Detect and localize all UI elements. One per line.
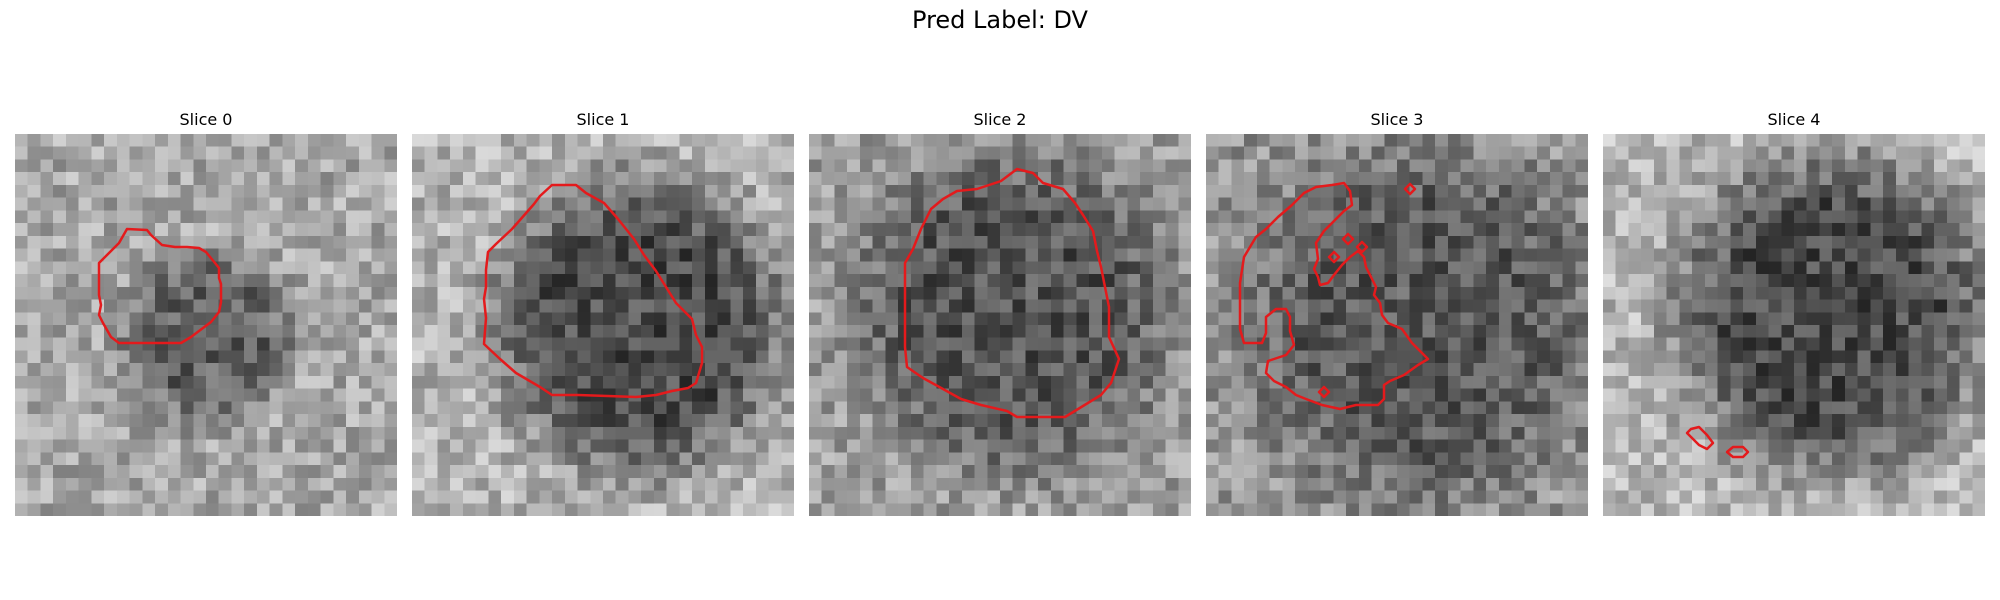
figure-title: Pred Label: DV	[912, 6, 1088, 34]
segmentation-contour	[903, 167, 1121, 419]
slice-title-2: Slice 2	[973, 110, 1027, 129]
slice-title-3: Slice 3	[1370, 110, 1424, 129]
slice-image-2	[809, 134, 1191, 516]
segmentation-contour	[97, 227, 223, 345]
grayscale-image	[1603, 134, 1985, 516]
contour-path-3	[1355, 240, 1369, 254]
slice-panel-2: Slice 2	[809, 110, 1191, 516]
contour-path-0	[482, 183, 704, 399]
contour-path-4	[1327, 250, 1341, 264]
segmentation-contour	[1238, 181, 1430, 411]
slice-panel-3: Slice 3	[1206, 110, 1588, 516]
slice-panel-1: Slice 1	[412, 110, 794, 516]
slice-image-1	[412, 134, 794, 516]
slice-panel-0: Slice 0	[15, 110, 397, 516]
contour-path-0	[903, 167, 1121, 419]
slice-title-4: Slice 4	[1767, 110, 1821, 129]
contour-path-0	[1685, 425, 1715, 451]
slice-title-1: Slice 1	[576, 110, 630, 129]
contour-path-5	[1317, 385, 1331, 399]
grayscale-image	[1206, 134, 1588, 516]
slice-panel-4: Slice 4	[1603, 110, 1985, 516]
segmentation-contour	[1685, 425, 1750, 459]
contour-path-1	[1725, 445, 1750, 459]
contour-path-0	[1238, 181, 1430, 411]
contour-path-0	[97, 227, 223, 345]
grayscale-image	[809, 134, 1191, 516]
segmentation-contour	[482, 183, 704, 399]
contour-path-1	[1403, 182, 1417, 196]
slice-image-0	[15, 134, 397, 516]
slice-image-4	[1603, 134, 1985, 516]
slice-image-3	[1206, 134, 1588, 516]
contour-path-2	[1341, 232, 1355, 246]
slice-title-0: Slice 0	[179, 110, 233, 129]
grayscale-image	[412, 134, 794, 516]
